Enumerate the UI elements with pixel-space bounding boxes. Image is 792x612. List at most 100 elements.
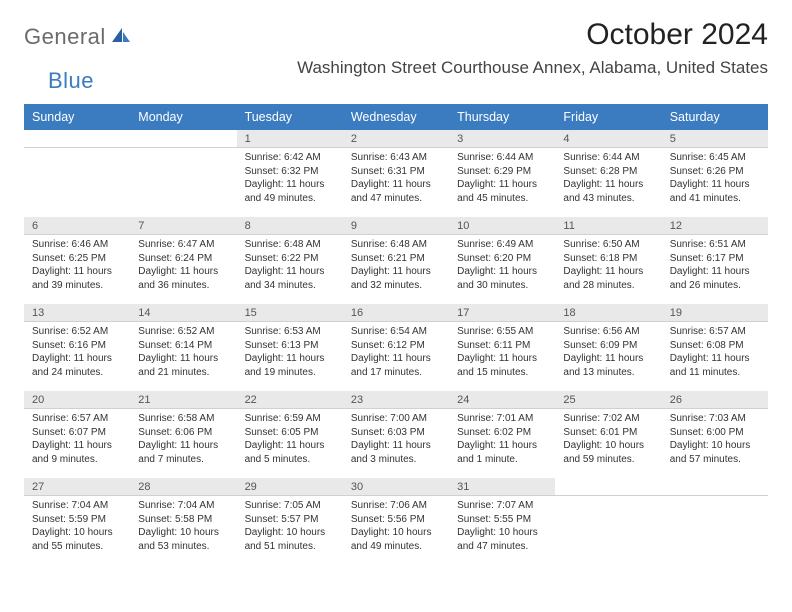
sunrise-text: Sunrise: 6:57 AM <box>670 325 760 339</box>
sunset-text: Sunset: 6:11 PM <box>457 339 547 353</box>
sunset-text: Sunset: 6:25 PM <box>32 252 122 266</box>
sunrise-text: Sunrise: 7:00 AM <box>351 412 441 426</box>
sunrise-text: Sunrise: 6:48 AM <box>245 238 335 252</box>
daylight-text: Daylight: 11 hours and 11 minutes. <box>670 352 760 379</box>
weekday-header: Tuesday <box>237 104 343 130</box>
day-number: 17 <box>449 304 555 322</box>
day-number-row: 20212223242526 <box>24 391 768 409</box>
day-cell: Sunrise: 6:46 AMSunset: 6:25 PMDaylight:… <box>24 235 130 298</box>
day-number: 20 <box>24 391 130 409</box>
day-number: 25 <box>555 391 661 409</box>
sunrise-text: Sunrise: 6:44 AM <box>563 151 653 165</box>
day-cell: Sunrise: 7:01 AMSunset: 6:02 PMDaylight:… <box>449 409 555 472</box>
day-number: 4 <box>555 130 661 148</box>
day-cell: Sunrise: 6:57 AMSunset: 6:08 PMDaylight:… <box>662 322 768 385</box>
daylight-text: Daylight: 11 hours and 41 minutes. <box>670 178 760 205</box>
sunset-text: Sunset: 5:56 PM <box>351 513 441 527</box>
sunset-text: Sunset: 6:02 PM <box>457 426 547 440</box>
day-number: 2 <box>343 130 449 148</box>
day-number: 31 <box>449 478 555 496</box>
sunrise-text: Sunrise: 7:04 AM <box>138 499 228 513</box>
day-cell: Sunrise: 6:50 AMSunset: 6:18 PMDaylight:… <box>555 235 661 298</box>
sunset-text: Sunset: 6:08 PM <box>670 339 760 353</box>
sunset-text: Sunset: 6:06 PM <box>138 426 228 440</box>
day-cell: Sunrise: 6:59 AMSunset: 6:05 PMDaylight:… <box>237 409 343 472</box>
day-number: 22 <box>237 391 343 409</box>
day-number-row: 6789101112 <box>24 217 768 235</box>
day-number: 29 <box>237 478 343 496</box>
logo: General <box>24 24 134 50</box>
sunset-text: Sunset: 5:55 PM <box>457 513 547 527</box>
sunset-text: Sunset: 6:07 PM <box>32 426 122 440</box>
daylight-text: Daylight: 11 hours and 1 minute. <box>457 439 547 466</box>
day-cell: Sunrise: 6:47 AMSunset: 6:24 PMDaylight:… <box>130 235 236 298</box>
sunrise-text: Sunrise: 6:53 AM <box>245 325 335 339</box>
logo-text-general: General <box>24 24 106 50</box>
sunset-text: Sunset: 6:32 PM <box>245 165 335 179</box>
sunset-text: Sunset: 6:17 PM <box>670 252 760 266</box>
daylight-text: Daylight: 11 hours and 28 minutes. <box>563 265 653 292</box>
sunset-text: Sunset: 6:05 PM <box>245 426 335 440</box>
day-cell: Sunrise: 6:52 AMSunset: 6:14 PMDaylight:… <box>130 322 236 385</box>
day-cell: Sunrise: 6:48 AMSunset: 6:22 PMDaylight:… <box>237 235 343 298</box>
daylight-text: Daylight: 10 hours and 57 minutes. <box>670 439 760 466</box>
day-cell <box>24 148 130 211</box>
day-number: 6 <box>24 217 130 235</box>
day-number: 11 <box>555 217 661 235</box>
weekday-header: Sunday <box>24 104 130 130</box>
day-cell: Sunrise: 6:42 AMSunset: 6:32 PMDaylight:… <box>237 148 343 211</box>
sunset-text: Sunset: 6:01 PM <box>563 426 653 440</box>
day-number-row: 12345 <box>24 130 768 148</box>
logo-text-blue: Blue <box>48 68 94 94</box>
day-number-row: 13141516171819 <box>24 304 768 322</box>
daylight-text: Daylight: 11 hours and 45 minutes. <box>457 178 547 205</box>
sunrise-text: Sunrise: 6:49 AM <box>457 238 547 252</box>
day-number: 26 <box>662 391 768 409</box>
sunset-text: Sunset: 6:18 PM <box>563 252 653 266</box>
day-number: 7 <box>130 217 236 235</box>
sunset-text: Sunset: 6:13 PM <box>245 339 335 353</box>
sunset-text: Sunset: 6:00 PM <box>670 426 760 440</box>
day-cell: Sunrise: 6:52 AMSunset: 6:16 PMDaylight:… <box>24 322 130 385</box>
day-cell <box>662 496 768 559</box>
day-number: 30 <box>343 478 449 496</box>
sunrise-text: Sunrise: 6:44 AM <box>457 151 547 165</box>
month-title: October 2024 <box>297 18 768 52</box>
sunset-text: Sunset: 6:28 PM <box>563 165 653 179</box>
day-number: 28 <box>130 478 236 496</box>
sunrise-text: Sunrise: 6:56 AM <box>563 325 653 339</box>
daylight-text: Daylight: 11 hours and 39 minutes. <box>32 265 122 292</box>
sunset-text: Sunset: 6:21 PM <box>351 252 441 266</box>
daylight-text: Daylight: 11 hours and 19 minutes. <box>245 352 335 379</box>
daylight-text: Daylight: 11 hours and 3 minutes. <box>351 439 441 466</box>
day-cell: Sunrise: 7:04 AMSunset: 5:59 PMDaylight:… <box>24 496 130 559</box>
day-cell: Sunrise: 6:56 AMSunset: 6:09 PMDaylight:… <box>555 322 661 385</box>
sunrise-text: Sunrise: 6:52 AM <box>32 325 122 339</box>
daylight-text: Daylight: 10 hours and 51 minutes. <box>245 526 335 553</box>
sunset-text: Sunset: 6:16 PM <box>32 339 122 353</box>
day-number: 12 <box>662 217 768 235</box>
sunrise-text: Sunrise: 7:02 AM <box>563 412 653 426</box>
day-cell: Sunrise: 7:05 AMSunset: 5:57 PMDaylight:… <box>237 496 343 559</box>
daylight-text: Daylight: 10 hours and 55 minutes. <box>32 526 122 553</box>
sunrise-text: Sunrise: 6:42 AM <box>245 151 335 165</box>
sunrise-text: Sunrise: 6:43 AM <box>351 151 441 165</box>
sunrise-text: Sunrise: 6:54 AM <box>351 325 441 339</box>
day-number: 15 <box>237 304 343 322</box>
weekday-header: Thursday <box>449 104 555 130</box>
day-cell: Sunrise: 6:44 AMSunset: 6:29 PMDaylight:… <box>449 148 555 211</box>
sunset-text: Sunset: 6:09 PM <box>563 339 653 353</box>
sunset-text: Sunset: 6:31 PM <box>351 165 441 179</box>
sunset-text: Sunset: 6:12 PM <box>351 339 441 353</box>
sunrise-text: Sunrise: 6:50 AM <box>563 238 653 252</box>
daylight-text: Daylight: 11 hours and 43 minutes. <box>563 178 653 205</box>
day-content-row: Sunrise: 6:42 AMSunset: 6:32 PMDaylight:… <box>24 148 768 211</box>
sunrise-text: Sunrise: 7:07 AM <box>457 499 547 513</box>
day-number: 13 <box>24 304 130 322</box>
sunrise-text: Sunrise: 6:51 AM <box>670 238 760 252</box>
daylight-text: Daylight: 11 hours and 47 minutes. <box>351 178 441 205</box>
day-number <box>662 478 768 496</box>
sunrise-text: Sunrise: 6:58 AM <box>138 412 228 426</box>
day-content-row: Sunrise: 6:57 AMSunset: 6:07 PMDaylight:… <box>24 409 768 472</box>
daylight-text: Daylight: 11 hours and 49 minutes. <box>245 178 335 205</box>
